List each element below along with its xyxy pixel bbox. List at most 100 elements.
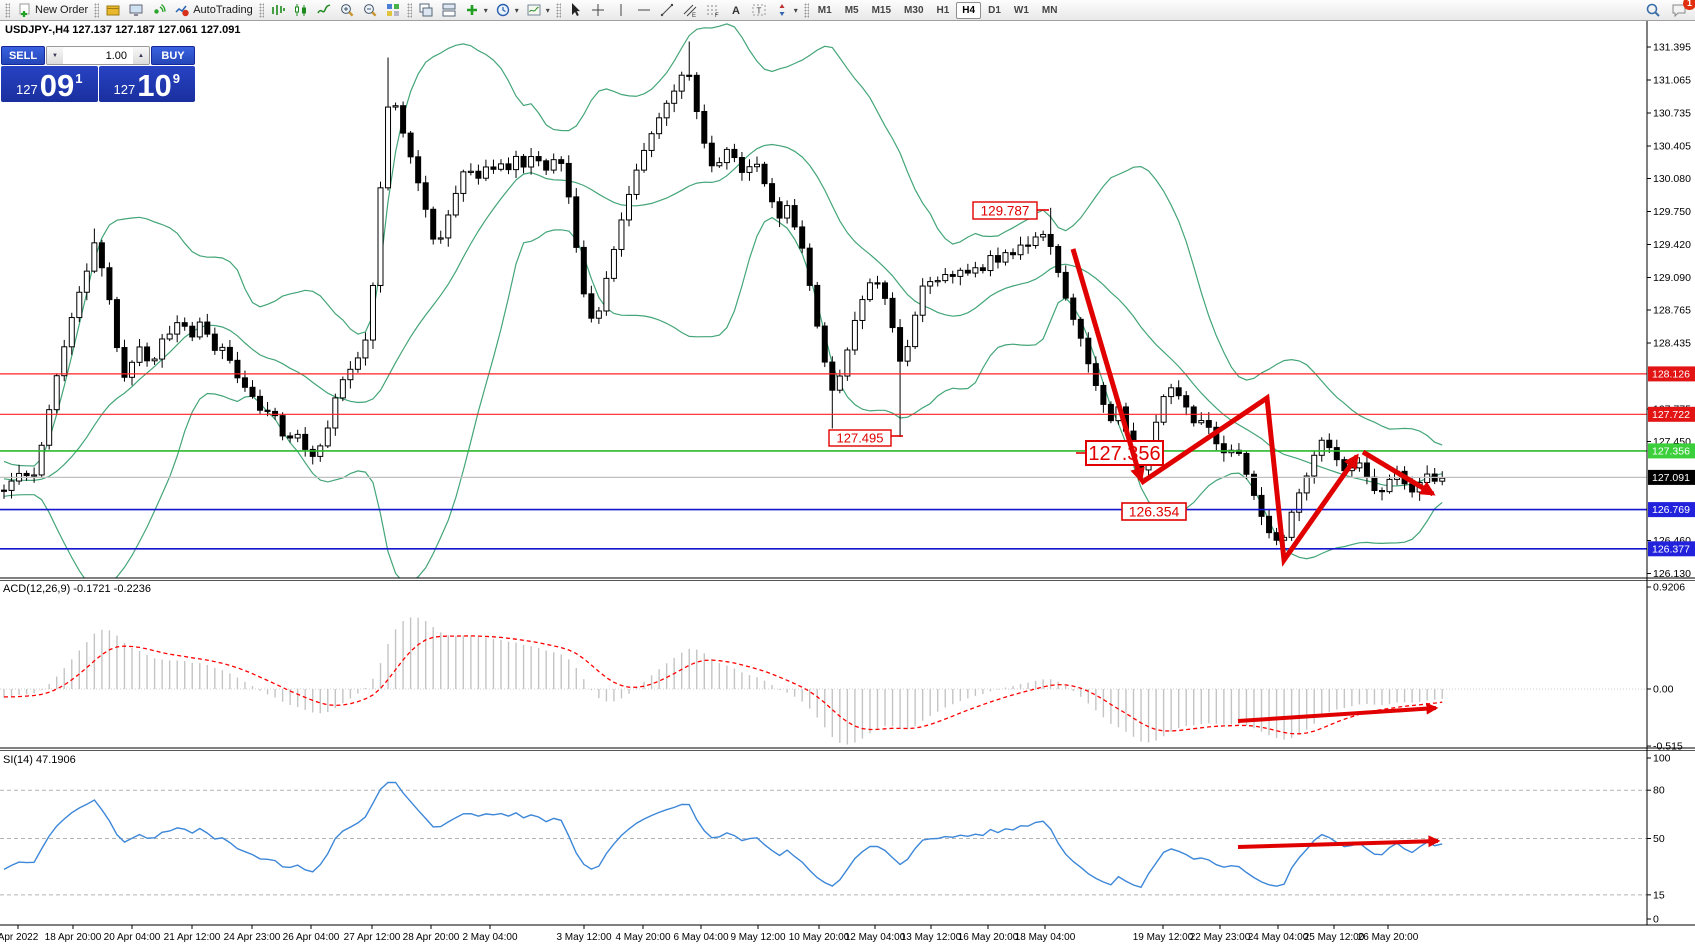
shapes-button[interactable]: ▾ (771, 1, 801, 19)
indicators-button[interactable]: ▾ (461, 1, 491, 19)
zoom-out-button[interactable] (359, 1, 381, 19)
text-label-button[interactable]: T (748, 1, 770, 19)
svg-text:126.377: 126.377 (1652, 543, 1690, 555)
svg-text:16 May 20:00: 16 May 20:00 (958, 932, 1019, 943)
rsi-indicator-label: SI(14) 47.1906 (3, 754, 76, 766)
timeframe-M30-button[interactable]: M30 (904, 4, 924, 16)
bar-chart-button[interactable] (267, 1, 289, 19)
timeframe-M15-button[interactable]: M15 (871, 4, 892, 16)
search-button[interactable] (1642, 1, 1664, 19)
volume-increase-button[interactable]: ▲ (133, 47, 149, 64)
svg-text:0.00: 0.00 (1653, 684, 1674, 696)
candlestick-chart-button[interactable] (290, 1, 312, 19)
timeframe-MN-button[interactable]: MN (1041, 4, 1058, 16)
timeframe-H4-button[interactable]: H4 (956, 1, 982, 19)
svg-text:T: T (756, 7, 761, 16)
buy-button[interactable]: BUY (151, 46, 195, 65)
buy-price[interactable]: 127 10 9 (98, 66, 195, 102)
text-button[interactable]: A (725, 1, 747, 19)
svg-text:18 May 04:00: 18 May 04:00 (1015, 932, 1076, 943)
autotrading-button-label: AutoTrading (193, 4, 253, 16)
crosshair-button[interactable] (587, 1, 609, 19)
new-order-button[interactable]: New Order (13, 1, 91, 19)
svg-text:3 May 12:00: 3 May 12:00 (556, 932, 611, 943)
equidistant-channel-button[interactable]: E (679, 1, 701, 19)
autotrading-button[interactable]: AutoTrading (171, 1, 256, 19)
tile-windows-button[interactable] (382, 1, 404, 19)
chevron-down-icon: ▾ (514, 5, 519, 15)
rsi-trend-arrow[interactable] (1237, 835, 1441, 849)
trendline-button[interactable] (656, 1, 678, 19)
sell-price[interactable]: 127 09 1 (1, 66, 98, 102)
sell-price-pip: 1 (75, 71, 83, 86)
timeframe-M1-button[interactable]: M1 (817, 4, 832, 16)
cursor-button[interactable] (564, 1, 586, 19)
symbol-ohlc-info: USDJPY-,H4 127.137 127.187 127.061 127.0… (5, 24, 241, 36)
sell-price-prefix: 127 (16, 82, 38, 97)
timeframe-M5-button[interactable]: M5 (844, 4, 859, 16)
macd-indicator (0, 617, 1647, 745)
tline-icon (660, 3, 673, 17)
svg-text:6 May 04:00: 6 May 04:00 (673, 932, 728, 943)
tile-icon (386, 4, 399, 16)
macd-indicator-label: ACD(12,26,9) -0.1721 -0.2236 (3, 583, 151, 595)
vertical-line-button[interactable] (610, 1, 632, 19)
svg-text:19 May 12:00: 19 May 12:00 (1133, 932, 1194, 943)
timeframe-H1-button[interactable]: H1 (936, 4, 950, 16)
signal-icon (154, 3, 166, 14)
analysis-annotations[interactable]: 129.787 127.495 127.356 126.354 (828, 201, 1441, 849)
timeframe-D1-button[interactable]: D1 (988, 4, 1001, 16)
autotrading-icon (175, 5, 189, 17)
svg-text:10 May 20:00: 10 May 20:00 (789, 932, 850, 943)
price-badge-127.091: 127.091 (1648, 469, 1695, 485)
cursor-icon (571, 3, 580, 16)
svg-text:4 May 20:00: 4 May 20:00 (615, 932, 670, 943)
macd-trend-arrow[interactable] (1237, 702, 1439, 723)
templates-button[interactable]: ▾ (523, 1, 553, 19)
sell-button[interactable]: SELL (1, 46, 45, 65)
horizontal-line-button[interactable] (633, 1, 655, 19)
price-badge-127.356: 127.356 (1648, 443, 1695, 459)
horizontal-level-lines[interactable] (0, 373, 1647, 550)
svg-text:26 Apr 04:00: 26 Apr 04:00 (283, 932, 340, 943)
trend-arrow[interactable] (1361, 449, 1436, 497)
price-annotation-126.354[interactable]: 126.354 (1121, 502, 1187, 521)
svg-text:24 May 04:00: 24 May 04:00 (1248, 932, 1309, 943)
signals-button[interactable] (148, 1, 170, 19)
price-annotation-129.787[interactable]: 129.787 (972, 201, 1038, 220)
periods-button[interactable]: ▾ (492, 1, 522, 19)
new-order-button-label: New Order (35, 4, 89, 16)
svg-text:Apr 2022: Apr 2022 (0, 932, 39, 943)
toolbar-grip (5, 2, 10, 18)
svg-text:28 Apr 20:00: 28 Apr 20:00 (403, 932, 460, 943)
timeframe-W1-button[interactable]: W1 (1013, 4, 1029, 16)
sell-price-main: 09 (39, 68, 75, 103)
book-icon (106, 5, 120, 16)
cascade-windows-button[interactable] (415, 1, 437, 19)
volume-input[interactable] (63, 47, 133, 64)
toolbar-grip (94, 2, 100, 18)
new-order-icon (19, 3, 30, 17)
line-chart-button[interactable] (313, 1, 335, 19)
price-annotation-127.356[interactable]: 127.356 (1085, 440, 1164, 466)
fibonacci-button[interactable]: F (702, 1, 724, 19)
arrange-windows-button[interactable] (438, 1, 460, 19)
trend-arrow[interactable] (1139, 393, 1360, 567)
terminal-button[interactable] (125, 1, 147, 19)
trend-arrow[interactable] (1070, 248, 1145, 483)
notifications-button[interactable]: 1 (1668, 0, 1695, 19)
svg-text:26 May 20:00: 26 May 20:00 (1358, 932, 1419, 943)
buy-price-pip: 9 (172, 71, 180, 86)
svg-text:50: 50 (1653, 833, 1665, 845)
price-badge-126.769: 126.769 (1648, 502, 1695, 518)
bars-icon (271, 5, 285, 15)
svg-text:126.130: 126.130 (1653, 568, 1691, 580)
fibo-icon: F (706, 5, 719, 18)
zoom-in-button[interactable] (336, 1, 358, 19)
price-annotation-127.495[interactable]: 127.495 (828, 429, 892, 447)
market-watch-button[interactable] (102, 1, 124, 19)
channel-icon: E (683, 4, 697, 18)
svg-text:18 Apr 20:00: 18 Apr 20:00 (45, 932, 102, 943)
svg-text:0: 0 (1653, 914, 1659, 926)
volume-decrease-button[interactable]: ▼ (47, 47, 63, 64)
